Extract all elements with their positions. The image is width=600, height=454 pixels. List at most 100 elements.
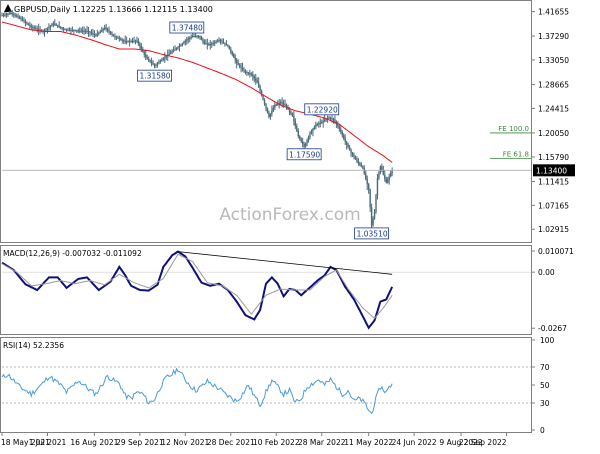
candle-body bbox=[256, 80, 258, 83]
candle bbox=[244, 69, 247, 75]
price-tick-label: 1.33050 bbox=[538, 56, 569, 65]
candle bbox=[215, 39, 217, 44]
candle-body bbox=[139, 43, 141, 47]
candle bbox=[274, 101, 276, 110]
candle bbox=[7, 12, 9, 17]
candle-body bbox=[304, 143, 307, 147]
candle-body bbox=[268, 112, 270, 117]
price-annotation-label: 1.22920 bbox=[307, 105, 338, 114]
candle-body bbox=[199, 36, 201, 38]
candle-body bbox=[222, 42, 225, 44]
candle bbox=[74, 29, 77, 32]
candle-body bbox=[277, 103, 279, 105]
candle bbox=[174, 45, 176, 51]
candle-body bbox=[241, 68, 244, 70]
candle bbox=[150, 57, 153, 67]
candle-body bbox=[272, 108, 275, 112]
candle bbox=[335, 120, 338, 129]
candle-body bbox=[83, 30, 85, 32]
candle-body bbox=[112, 34, 115, 37]
candle-body bbox=[74, 30, 77, 32]
candle-body bbox=[285, 105, 288, 107]
candle bbox=[149, 59, 151, 64]
candle bbox=[312, 128, 314, 137]
candle-body bbox=[309, 133, 311, 137]
candle-body bbox=[221, 40, 223, 43]
candle bbox=[137, 38, 140, 46]
candle bbox=[11, 10, 13, 17]
candle-body bbox=[121, 39, 123, 41]
candle-body bbox=[48, 27, 50, 29]
candle-body bbox=[303, 144, 305, 147]
candle-body bbox=[99, 31, 101, 33]
candle-body bbox=[152, 63, 154, 65]
candle bbox=[246, 70, 248, 76]
candle-body bbox=[184, 40, 187, 43]
candle bbox=[318, 121, 320, 128]
candle bbox=[136, 36, 138, 44]
candle bbox=[112, 33, 115, 37]
candle-body bbox=[262, 95, 264, 100]
candle bbox=[297, 128, 299, 139]
candle bbox=[62, 27, 65, 33]
candle bbox=[233, 52, 235, 59]
candle bbox=[345, 140, 348, 150]
rsi-line bbox=[1, 367, 393, 415]
candle bbox=[103, 24, 106, 31]
candle bbox=[328, 115, 330, 120]
candle bbox=[199, 35, 201, 40]
candle bbox=[293, 111, 295, 126]
candle-body bbox=[137, 40, 140, 44]
candle-body bbox=[328, 117, 330, 119]
candle bbox=[299, 135, 301, 141]
candle bbox=[128, 37, 131, 47]
candle-body bbox=[118, 38, 121, 40]
candle-body bbox=[30, 25, 33, 28]
candle-body bbox=[306, 139, 308, 144]
candle bbox=[385, 176, 387, 184]
candle-body bbox=[136, 40, 138, 42]
candle-body bbox=[125, 41, 128, 43]
candle-body bbox=[378, 172, 380, 179]
candle-body bbox=[310, 131, 313, 134]
candle bbox=[387, 176, 389, 184]
x-tick-label: 10 Feb 2022 bbox=[253, 438, 300, 447]
candle-body bbox=[321, 122, 323, 123]
candle-body bbox=[26, 22, 28, 24]
price-candles bbox=[1, 10, 393, 231]
candle-body bbox=[95, 34, 97, 36]
candle-body bbox=[169, 52, 172, 54]
candle bbox=[269, 113, 272, 120]
macd-axis: 0.010071 0.00 -0.0267 bbox=[531, 247, 574, 333]
candle bbox=[89, 30, 91, 37]
candle-body bbox=[145, 54, 147, 58]
candle-body bbox=[55, 24, 57, 26]
candle bbox=[205, 39, 207, 45]
candle bbox=[175, 47, 178, 51]
candle-body bbox=[341, 131, 343, 136]
candle bbox=[36, 25, 38, 33]
rsi-header-text: RSI(14) 52.2356 bbox=[3, 341, 64, 350]
candle bbox=[186, 36, 188, 45]
candle bbox=[134, 39, 137, 45]
candle-body bbox=[252, 74, 254, 77]
price-tick-label: 1.37290 bbox=[538, 32, 569, 41]
candle-body bbox=[233, 54, 235, 58]
candle bbox=[80, 27, 82, 34]
candle-body bbox=[114, 36, 116, 38]
candle-body bbox=[257, 82, 260, 87]
candle-body bbox=[117, 37, 119, 39]
candle bbox=[14, 12, 16, 18]
x-tick-label: 22 Sep 2022 bbox=[459, 438, 507, 447]
macd-divergence-line bbox=[177, 251, 393, 275]
candle-body bbox=[294, 120, 297, 126]
candle-body bbox=[238, 64, 241, 67]
candle bbox=[307, 135, 310, 143]
candle-body bbox=[143, 51, 145, 55]
candle bbox=[46, 27, 49, 34]
candle-body bbox=[57, 25, 59, 27]
candle-body bbox=[189, 37, 191, 39]
candle bbox=[200, 35, 203, 41]
candle-body bbox=[27, 23, 30, 25]
candle bbox=[238, 63, 241, 69]
